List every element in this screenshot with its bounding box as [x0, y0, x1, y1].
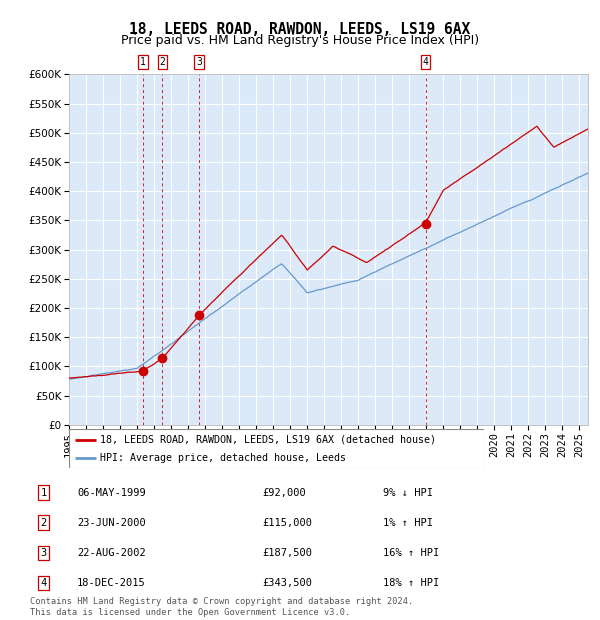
- Text: 06-MAY-1999: 06-MAY-1999: [77, 487, 146, 497]
- Text: £343,500: £343,500: [262, 578, 312, 588]
- Text: £92,000: £92,000: [262, 487, 305, 497]
- Text: 18, LEEDS ROAD, RAWDON, LEEDS, LS19 6AX: 18, LEEDS ROAD, RAWDON, LEEDS, LS19 6AX: [130, 22, 470, 37]
- Text: HPI: Average price, detached house, Leeds: HPI: Average price, detached house, Leed…: [100, 453, 346, 463]
- Text: 22-AUG-2002: 22-AUG-2002: [77, 548, 146, 558]
- Text: 18, LEEDS ROAD, RAWDON, LEEDS, LS19 6AX (detached house): 18, LEEDS ROAD, RAWDON, LEEDS, LS19 6AX …: [100, 435, 436, 445]
- Text: 3: 3: [41, 548, 47, 558]
- Text: 4: 4: [41, 578, 47, 588]
- Text: 2: 2: [160, 57, 165, 67]
- Text: 23-JUN-2000: 23-JUN-2000: [77, 518, 146, 528]
- Text: £115,000: £115,000: [262, 518, 312, 528]
- Text: 16% ↑ HPI: 16% ↑ HPI: [383, 548, 440, 558]
- Text: 4: 4: [423, 57, 428, 67]
- Text: 3: 3: [196, 57, 202, 67]
- Text: Contains HM Land Registry data © Crown copyright and database right 2024.
This d: Contains HM Land Registry data © Crown c…: [30, 598, 413, 617]
- Text: 2: 2: [41, 518, 47, 528]
- Text: 1: 1: [41, 487, 47, 497]
- Text: 1: 1: [140, 57, 146, 67]
- Text: 18-DEC-2015: 18-DEC-2015: [77, 578, 146, 588]
- Text: 18% ↑ HPI: 18% ↑ HPI: [383, 578, 440, 588]
- Text: £187,500: £187,500: [262, 548, 312, 558]
- Text: 9% ↓ HPI: 9% ↓ HPI: [383, 487, 433, 497]
- Text: 1% ↑ HPI: 1% ↑ HPI: [383, 518, 433, 528]
- FancyBboxPatch shape: [69, 429, 484, 468]
- Text: Price paid vs. HM Land Registry's House Price Index (HPI): Price paid vs. HM Land Registry's House …: [121, 34, 479, 47]
